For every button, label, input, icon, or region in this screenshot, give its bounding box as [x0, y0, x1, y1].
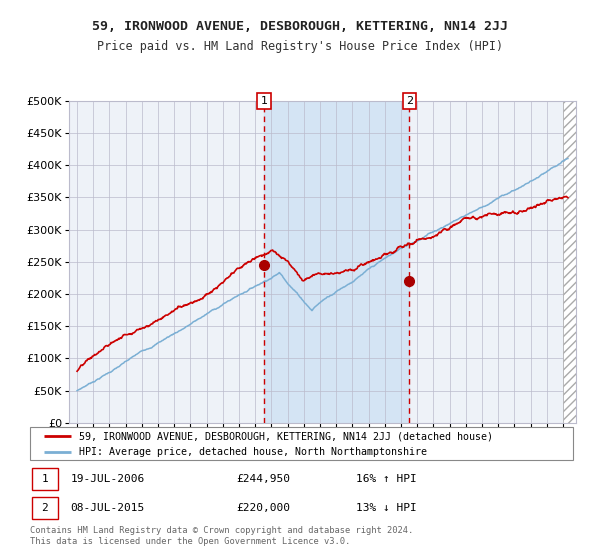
Text: Contains HM Land Registry data © Crown copyright and database right 2024.
This d: Contains HM Land Registry data © Crown c… — [30, 526, 413, 546]
Text: £244,950: £244,950 — [236, 474, 290, 484]
Bar — [563, 101, 576, 423]
Text: 13% ↓ HPI: 13% ↓ HPI — [356, 503, 416, 513]
Text: £220,000: £220,000 — [236, 503, 290, 513]
Text: 19-JUL-2006: 19-JUL-2006 — [71, 474, 145, 484]
Text: 59, IRONWOOD AVENUE, DESBOROUGH, KETTERING, NN14 2JJ (detached house): 59, IRONWOOD AVENUE, DESBOROUGH, KETTERI… — [79, 431, 493, 441]
Text: 1: 1 — [41, 474, 48, 484]
Text: 2: 2 — [406, 96, 413, 106]
Bar — [32, 468, 58, 490]
Text: HPI: Average price, detached house, North Northamptonshire: HPI: Average price, detached house, Nort… — [79, 447, 427, 457]
Text: 16% ↑ HPI: 16% ↑ HPI — [356, 474, 416, 484]
Bar — [32, 497, 58, 519]
Text: 59, IRONWOOD AVENUE, DESBOROUGH, KETTERING, NN14 2JJ: 59, IRONWOOD AVENUE, DESBOROUGH, KETTERI… — [92, 20, 508, 32]
Text: 08-JUL-2015: 08-JUL-2015 — [71, 503, 145, 513]
Text: 1: 1 — [260, 96, 268, 106]
Text: 2: 2 — [41, 503, 48, 513]
Bar — [264, 101, 409, 423]
Text: Price paid vs. HM Land Registry's House Price Index (HPI): Price paid vs. HM Land Registry's House … — [97, 40, 503, 53]
